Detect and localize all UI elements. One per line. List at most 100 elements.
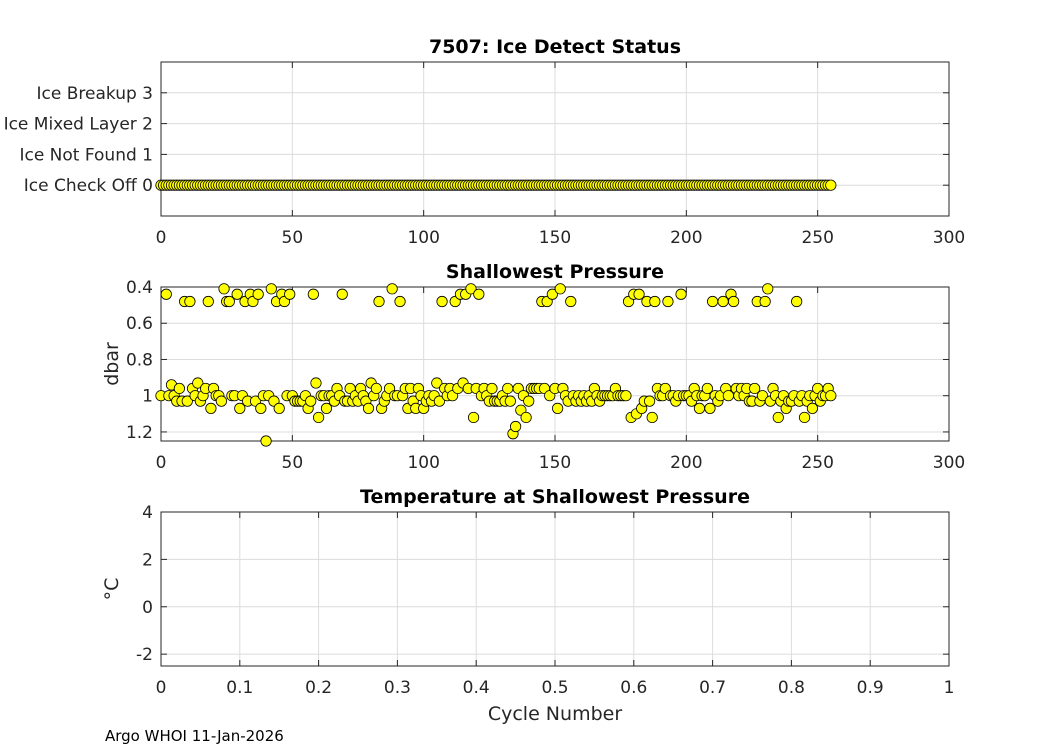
y-tick-label: Ice Check Off 0 [24,176,153,196]
y-tick-label: 4 [142,503,153,523]
data-point [806,402,819,414]
x-tick-label: 0.5 [541,678,568,698]
data-point [662,295,674,308]
data-point [552,402,564,414]
data-point [509,420,522,433]
data-point [436,295,448,308]
chart-title: Shallowest Pressure [446,261,664,283]
y-tick-label: 2 [142,550,153,570]
y-tick-label: 0.4 [126,278,153,298]
data-point [312,411,325,424]
data-point [255,402,267,414]
data-point [320,402,333,414]
x-tick-label: 300 [933,453,965,473]
y-tick-label: -2 [136,645,153,665]
axes-frame [160,511,950,667]
data-point [502,382,514,395]
data-point [633,288,645,300]
x-tick-label: 250 [801,228,833,248]
data-point [546,288,558,300]
x-tick-label: 0.3 [384,678,411,698]
footer-credit: Argo WHOI 11-Jan-2026 [105,727,284,745]
data-point [362,402,375,414]
x-tick-label: 0.8 [778,678,805,698]
data-point [762,283,774,295]
x-tick-label: 50 [282,228,304,248]
data-point [520,411,532,424]
data-point [370,382,382,395]
data-point [310,377,322,389]
data-point [791,295,803,308]
data-point [693,402,706,414]
data-point [231,288,243,300]
data-point [772,411,784,424]
x-tick-label: 0.7 [699,678,726,698]
y-tick-label: 0.8 [126,350,153,370]
y-tick-label: 0.6 [126,314,153,334]
data-point [523,395,535,407]
data-point [336,288,348,300]
x-tick-label: 0.2 [305,678,332,698]
data-point [373,295,385,308]
data-point [305,395,317,407]
x-tick-label: 300 [933,228,965,248]
data-point [234,402,246,414]
x-tick-label: 200 [670,228,702,248]
temperature-panel: 0 0.1 0.2 0.3 0.4 0.5 0.6 0.7 0.8 0.9 1-2024Temper… [101,486,954,725]
data-point [701,382,713,395]
data-point [467,411,480,424]
x-tick-label: 50 [282,453,304,473]
y-tick-label: Ice Mixed Layer 2 [4,115,153,135]
data-point [749,382,761,395]
x-tick-label: 1 [944,678,955,698]
y-tick-label: 1.2 [126,423,153,443]
x-tick-label: 150 [539,228,571,248]
data-point [643,395,656,407]
x-tick-label: 0.1 [226,678,253,698]
ice-detect-status-panel: 0 50 100 150 200 250 300 Ice Check Off 0 Ice Not… [4,36,966,248]
data-point [218,283,230,295]
x-axis-label: Cycle Number [488,703,622,725]
x-tick-label: 0 [156,453,167,473]
data-point [284,288,296,300]
y-axis-label: °C [101,578,123,601]
data-point [798,411,811,424]
y-tick-label: Ice Not Found 1 [19,145,153,165]
data-point [265,283,277,295]
data-point [184,295,196,308]
data-point [704,402,716,414]
data-point [215,395,228,407]
x-tick-label: 150 [539,453,571,473]
data-point [173,382,185,395]
data-point [565,295,577,308]
data-point [504,395,516,407]
data-point [202,295,214,308]
data-point [223,295,235,308]
y-axis-label: dbar [101,342,123,386]
x-tick-label: 250 [801,453,833,473]
y-tick-label: 0 [142,598,153,618]
data-point [759,295,771,308]
data-point [394,295,406,308]
data-point [433,395,446,407]
chart-title: Temperature at Shallowest Pressure [360,486,750,508]
data-point [620,390,632,402]
data-point [307,288,319,300]
x-tick-label: 0.4 [463,678,490,698]
data-point [160,288,172,300]
chart-title: 7507: Ice Detect Status [429,36,681,58]
x-tick-label: 100 [407,453,439,473]
data-point [205,402,217,414]
data-point [273,402,285,414]
data-point [756,390,769,402]
data-point [260,435,272,447]
x-tick-label: 200 [670,453,702,473]
data-point [706,295,719,308]
y-tick-label: Ice Breakup 3 [37,84,154,104]
data-point [649,295,661,308]
data-point [728,295,740,308]
data-point [825,390,837,402]
data-point [431,377,443,389]
data-point [825,179,837,191]
